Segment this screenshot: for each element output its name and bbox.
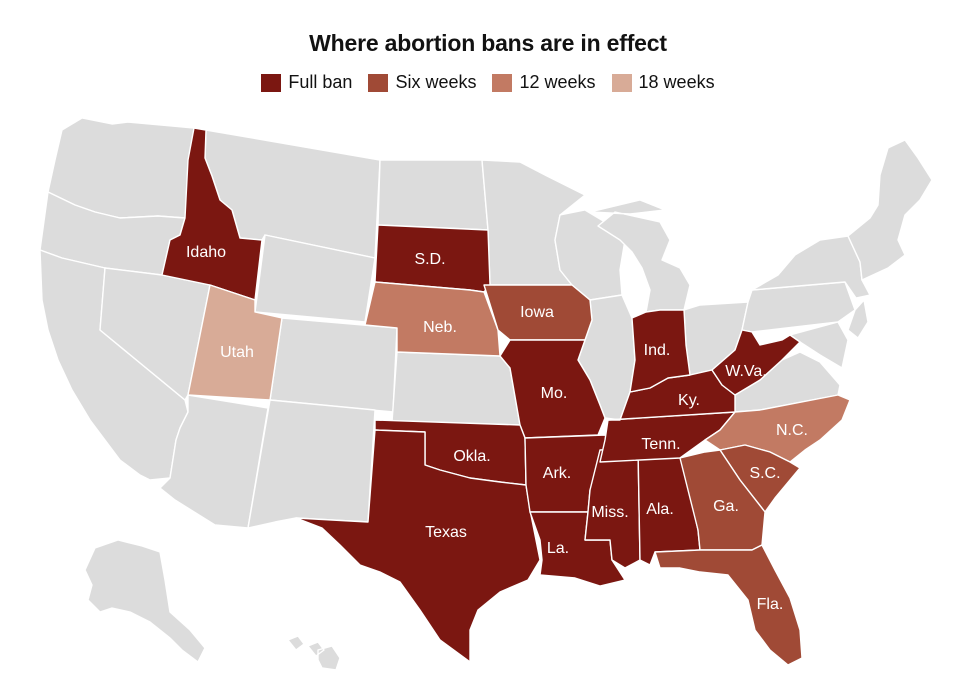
legend-item-six-weeks: Six weeks bbox=[368, 72, 476, 93]
state-new-england bbox=[847, 139, 933, 281]
state-kansas bbox=[391, 351, 521, 426]
state-georgia bbox=[679, 449, 766, 551]
label-idaho: Idaho bbox=[186, 244, 226, 261]
legend: Full ban Six weeks 12 weeks 18 weeks bbox=[0, 72, 976, 93]
legend-label-18-weeks: 18 weeks bbox=[638, 72, 715, 92]
state-texas bbox=[295, 429, 541, 663]
label-iowa: Iowa bbox=[520, 304, 554, 321]
label-tennessee: Tenn. bbox=[641, 436, 680, 453]
label-north-carolina: N.C. bbox=[776, 422, 808, 439]
state-florida bbox=[654, 544, 803, 666]
state-indiana bbox=[629, 309, 691, 393]
label-missouri: Mo. bbox=[541, 385, 568, 402]
label-florida: Fla. bbox=[757, 596, 784, 613]
state-new-jersey bbox=[847, 299, 869, 339]
state-colorado bbox=[269, 317, 398, 413]
legend-label-full-ban: Full ban bbox=[288, 72, 353, 92]
label-mississippi: Miss. bbox=[591, 504, 628, 521]
map-title: Where abortion bans are in effect bbox=[309, 30, 667, 56]
label-arkansas: Ark. bbox=[543, 465, 571, 482]
legend-item-12-weeks: 12 weeks bbox=[492, 72, 596, 93]
label-georgia: Ga. bbox=[713, 498, 739, 515]
state-west-virginia bbox=[711, 329, 801, 396]
label-utah: Utah bbox=[220, 344, 254, 361]
legend-swatch-18-weeks bbox=[611, 73, 632, 92]
legend-swatch-six-weeks bbox=[368, 73, 389, 92]
state-north-dakota bbox=[377, 159, 489, 231]
state-new-mexico bbox=[247, 399, 376, 529]
label-nebraska: Neb. bbox=[423, 319, 457, 336]
legend-label-12-weeks: 12 weeks bbox=[519, 72, 596, 92]
label-alabama: Ala. bbox=[646, 501, 674, 518]
state-iowa bbox=[483, 284, 593, 341]
state-idaho bbox=[161, 127, 263, 301]
label-west-virginia: W.Va. bbox=[725, 363, 767, 380]
legend-swatch-12-weeks bbox=[492, 73, 513, 92]
label-indiana: Ind. bbox=[644, 342, 671, 359]
label-kentucky: Ky. bbox=[678, 392, 700, 409]
legend-swatch-full-ban bbox=[261, 73, 282, 92]
label-south-carolina: S.C. bbox=[749, 465, 780, 482]
legend-item-18-weeks: 18 weeks bbox=[611, 72, 715, 93]
state-hawaii bbox=[287, 635, 341, 671]
label-louisiana: La. bbox=[547, 540, 569, 557]
label-south-dakota: S.D. bbox=[414, 251, 445, 268]
label-oklahoma: Okla. bbox=[453, 448, 490, 465]
legend-item-full-ban: Full ban bbox=[261, 72, 352, 93]
legend-label-six-weeks: Six weeks bbox=[395, 72, 477, 92]
label-texas: Texas bbox=[425, 524, 467, 541]
state-alaska bbox=[84, 539, 206, 663]
state-utah bbox=[187, 284, 283, 401]
state-missouri bbox=[499, 339, 606, 439]
